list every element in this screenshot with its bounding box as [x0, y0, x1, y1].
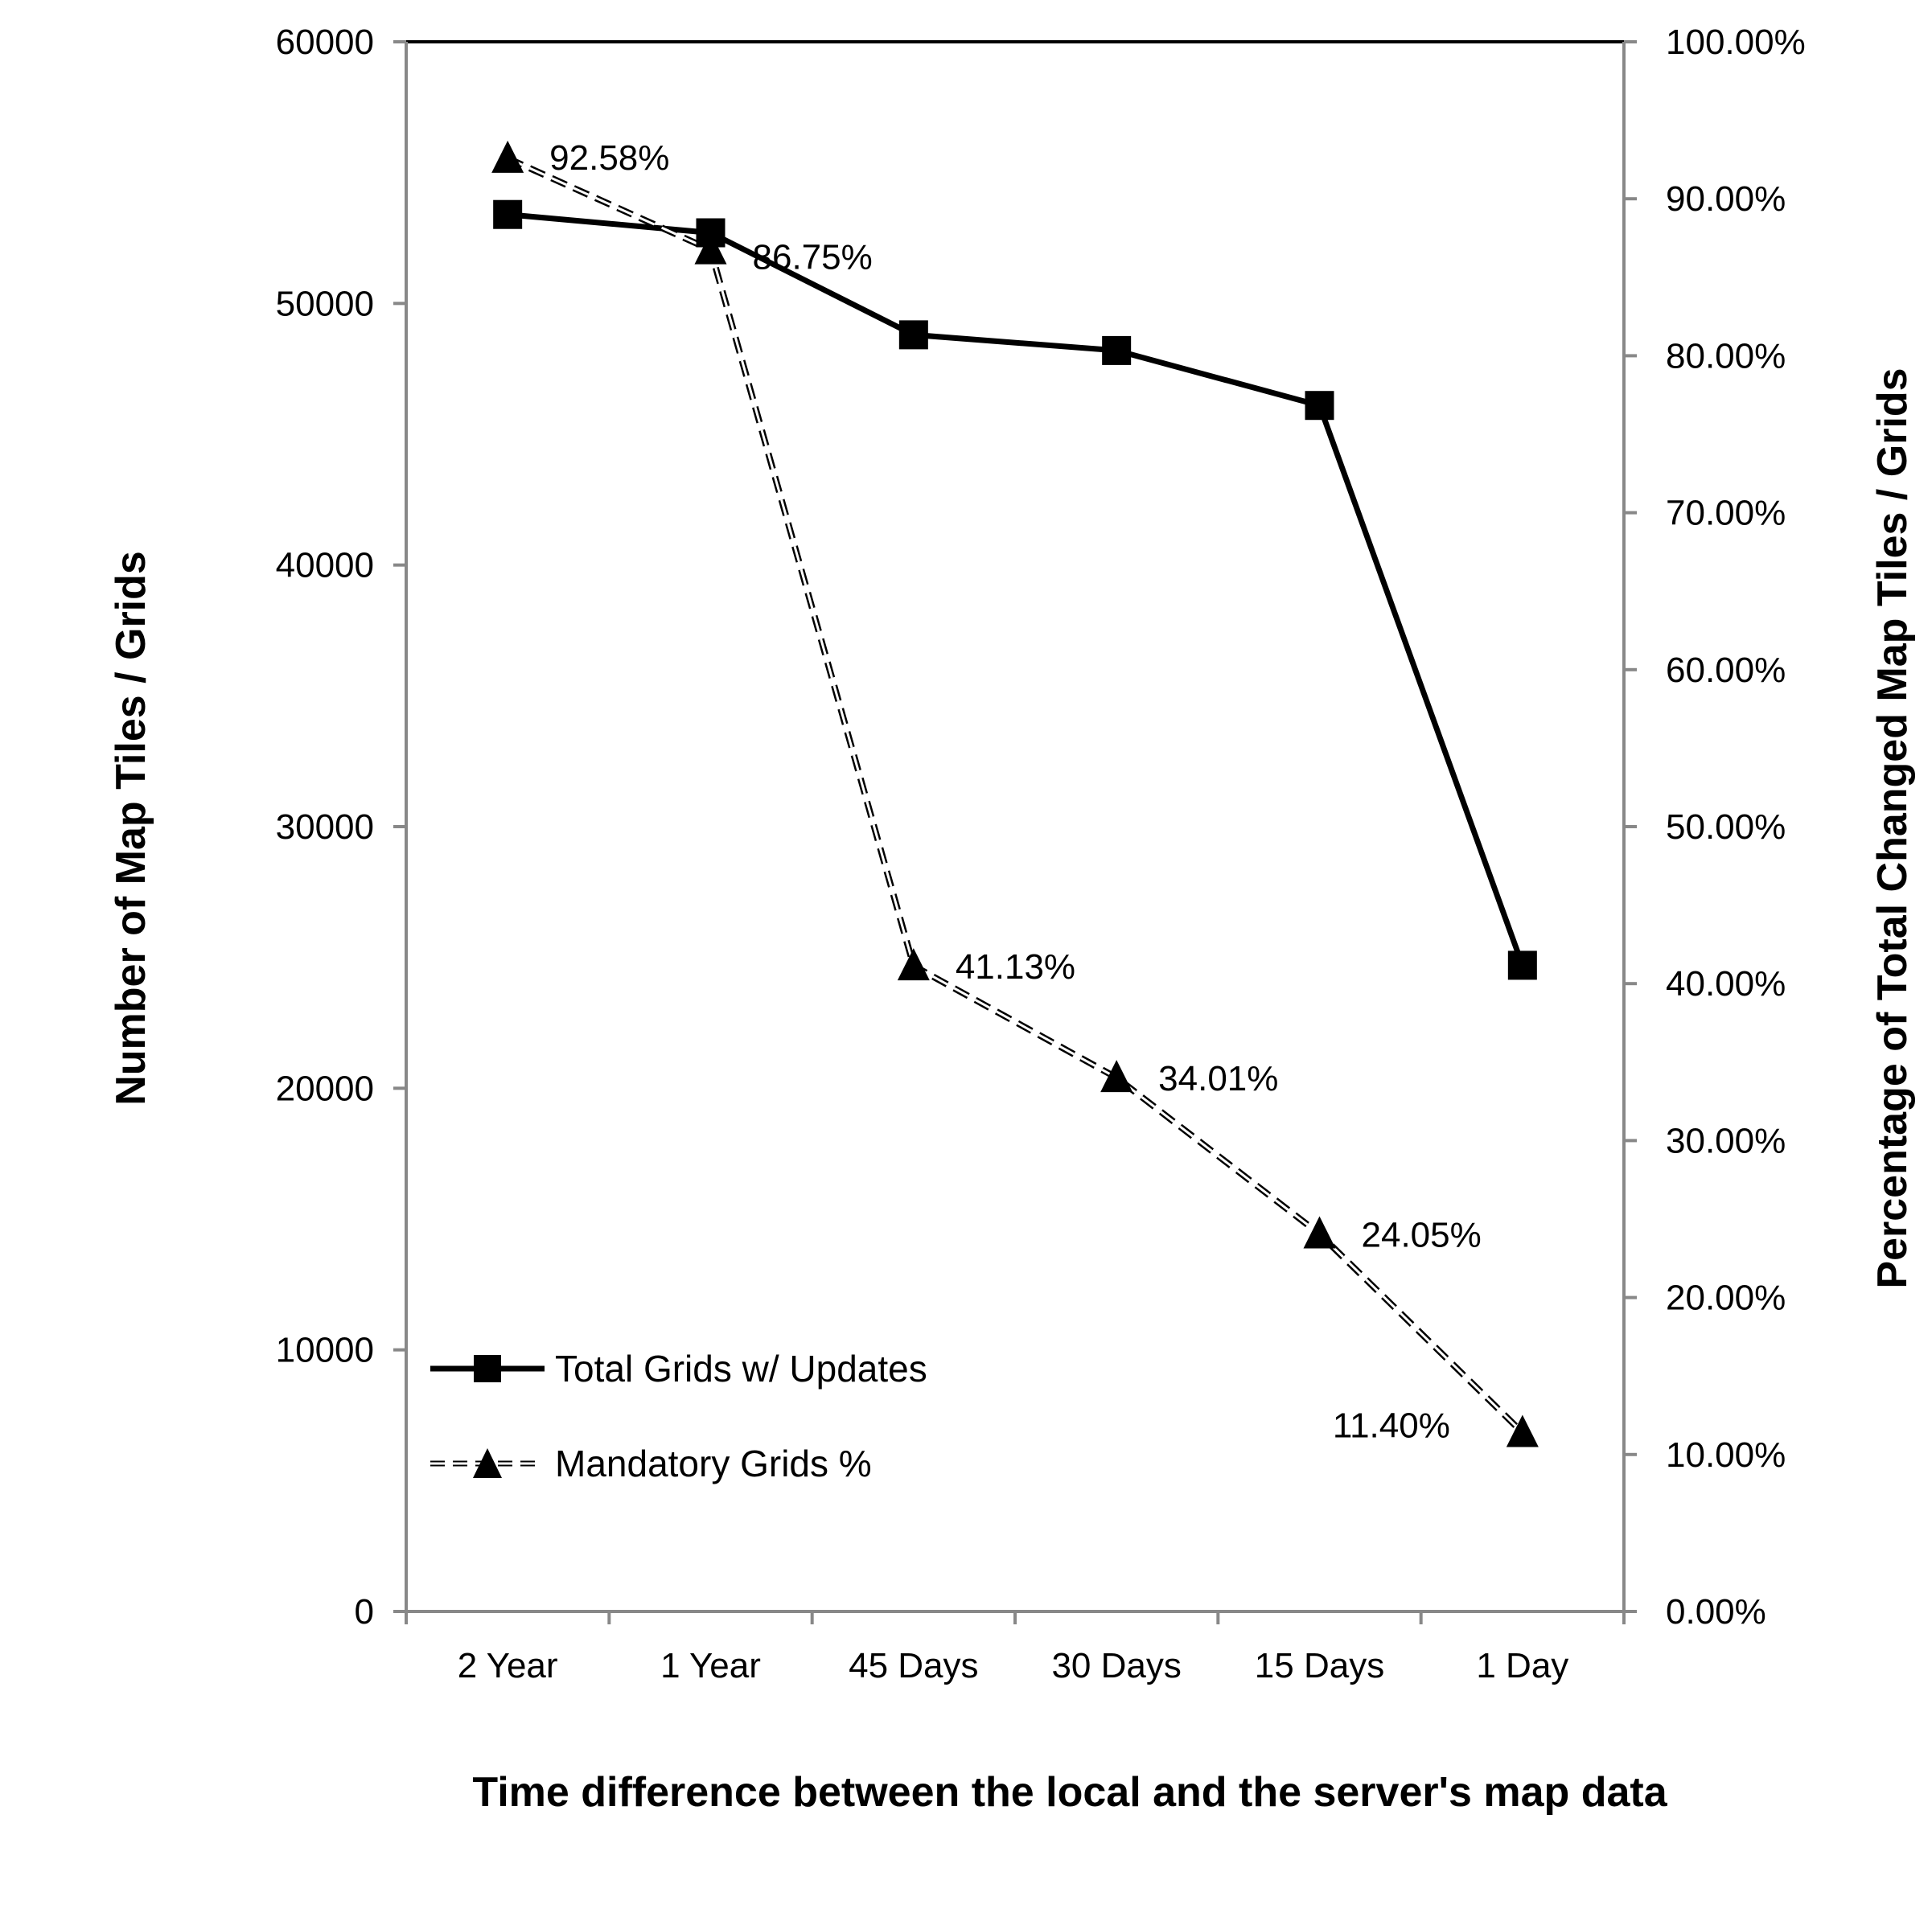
legend-label-total: Total Grids w/ Updates: [555, 1348, 927, 1390]
marker-square-total-grids: [1507, 950, 1537, 980]
y-right-tick-label: 0.00%: [1666, 1592, 1766, 1632]
data-label-mandatory: 34.01%: [1158, 1059, 1278, 1098]
legend-label-mandatory: Mandatory Grids %: [555, 1443, 872, 1484]
y-left-tick-label: 10000: [276, 1331, 374, 1370]
y-axis-title-right: Percentage of Total Changed Map Tiles / …: [1869, 367, 1916, 1288]
y-right-tick-label: 10.00%: [1666, 1435, 1786, 1475]
marker-square-total-grids: [493, 199, 523, 229]
axes: 0 10000 20000 30000 40000 50000 60000 0.00% 10.0…: [276, 23, 1806, 1685]
series-line-total-grids: [507, 211, 1526, 967]
y-left-tick-label: 50000: [276, 284, 374, 323]
data-label-mandatory: 11.40%: [1333, 1406, 1450, 1445]
data-label-mandatory: 92.58%: [549, 138, 669, 178]
data-label-mandatory: 86.75%: [753, 238, 873, 277]
y-right-tick-label: 80.00%: [1666, 336, 1786, 376]
markers: [491, 140, 1539, 1447]
plot-area: [406, 42, 1624, 1611]
y-left-tick-label: 40000: [276, 546, 374, 585]
x-tick-label: 1 Year: [660, 1646, 761, 1685]
y-right-tick-label: 30.00%: [1666, 1121, 1786, 1160]
series-lines: [506, 155, 1526, 1435]
y-right-tick-label: 20.00%: [1666, 1279, 1786, 1318]
marker-triangle-mandatory: [1506, 1414, 1539, 1447]
marker-triangle-mandatory: [897, 948, 930, 981]
y-left-tick-label: 20000: [276, 1069, 374, 1108]
data-labels: 92.58% 86.75% 41.13% 34.01% 24.05% 11.40%: [549, 138, 1482, 1446]
data-label-mandatory: 24.05%: [1362, 1216, 1482, 1255]
x-tick-label: 1 Day: [1476, 1646, 1568, 1685]
y-left-tick-label: 60000: [276, 23, 374, 62]
legend: Total Grids w/ Updates Mandatory Grids %: [430, 1348, 927, 1484]
marker-square-total-grids: [1305, 391, 1334, 421]
y-right-tick-label: 100.00%: [1666, 23, 1806, 62]
marker-square-total-grids: [1102, 335, 1132, 365]
y-left-tick-label: 0: [355, 1592, 374, 1632]
data-label-mandatory: 41.13%: [956, 947, 1075, 987]
x-tick-label: 30 Days: [1051, 1646, 1181, 1685]
y-right-tick-label: 40.00%: [1666, 964, 1786, 1004]
y-right-tick-label: 50.00%: [1666, 807, 1786, 847]
x-tick-label: 15 Days: [1255, 1646, 1384, 1685]
marker-square-total-grids: [898, 320, 928, 350]
x-tick-label: 2 Year: [458, 1646, 558, 1685]
marker-triangle-mandatory: [491, 140, 524, 173]
x-tick-label: 45 Days: [849, 1646, 978, 1685]
legend-marker-triangle: [473, 1448, 502, 1478]
series-line-mandatory-inner: [507, 157, 1523, 1434]
marker-triangle-mandatory: [1303, 1216, 1336, 1249]
y-right-tick-label: 60.00%: [1666, 651, 1786, 690]
y-axis-title-left: Number of Map Tiles / Grids: [108, 551, 154, 1106]
marker-triangle-mandatory: [1100, 1060, 1133, 1093]
y-right-tick-label: 90.00%: [1666, 179, 1786, 219]
y-right-tick-label: 70.00%: [1666, 494, 1786, 533]
legend-marker-square: [474, 1355, 501, 1382]
y-left-tick-label: 30000: [276, 807, 374, 847]
marker-triangle-mandatory: [694, 232, 727, 265]
x-axis-title: Time difference between the local and th…: [472, 1769, 1667, 1816]
